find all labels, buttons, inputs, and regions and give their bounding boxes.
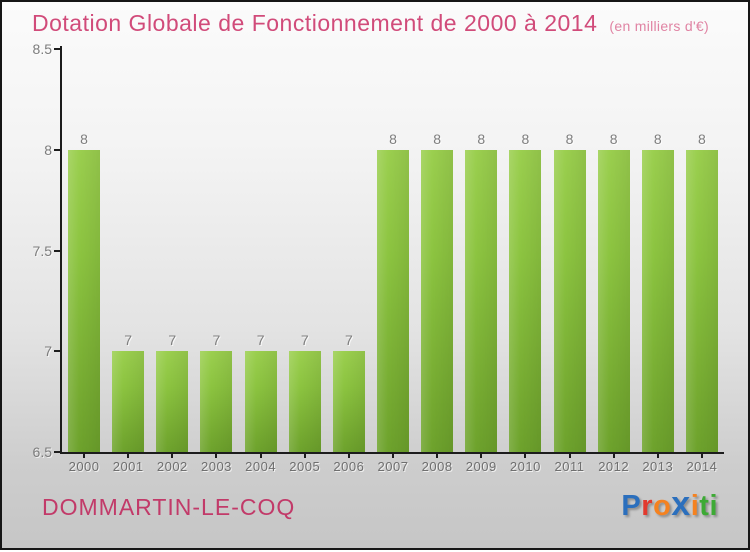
x-axis-tick-label: 2005: [289, 459, 321, 474]
bar-value-label: 7: [168, 332, 177, 349]
x-axis-tick-label: 2002: [156, 459, 188, 474]
x-axis-tick-label: 2003: [200, 459, 232, 474]
x-axis-tick: [392, 452, 394, 458]
bar-2000: [68, 149, 101, 452]
x-axis-tick-label: 2007: [377, 459, 409, 474]
x-axis-tick: [612, 452, 615, 458]
bar-value-label: 7: [212, 332, 221, 349]
logo-letter: i: [690, 490, 700, 522]
bar-value-label: 7: [124, 332, 133, 349]
bar-2001: [112, 351, 145, 452]
chart-header: Dotation Globale de Fonctionnement de 20…: [32, 10, 709, 37]
bar-value-label: 7: [256, 332, 265, 349]
y-axis-tick-label: 8.5: [32, 41, 52, 57]
x-axis-tick: [656, 452, 659, 458]
y-axis-tick: [54, 148, 60, 151]
y-axis-tick-label: 7.5: [32, 242, 52, 259]
x-axis-tick: [524, 452, 527, 458]
y-axis-tick: [54, 451, 60, 453]
chart-footer: DOMMARTIN-LE-COQ Proxiti: [42, 485, 718, 523]
proxiti-logo: Proxiti: [621, 485, 718, 523]
x-axis-tick-label: 2012: [598, 459, 630, 474]
x-axis-tick: [568, 452, 571, 458]
x-axis-tick: [215, 452, 218, 458]
x-axis-tick: [83, 452, 86, 458]
bar-2010: [509, 149, 542, 452]
x-axis-tick-label: 2006: [333, 459, 365, 474]
chart-title: Dotation Globale de Fonctionnement de 20…: [32, 10, 598, 36]
y-axis-tick-label: 8: [44, 141, 52, 158]
bar-value-label: 8: [433, 130, 442, 147]
x-axis-tick: [127, 452, 130, 458]
x-axis-tick: [480, 452, 483, 458]
bar-value-label: 8: [521, 130, 530, 147]
y-axis-tick: [54, 350, 60, 353]
bar-2008: [421, 149, 454, 452]
bar-2007: [377, 149, 409, 452]
bar-2003: [200, 351, 233, 452]
chart-subtitle: (en milliers d'€): [609, 18, 709, 34]
logo-letter: t: [699, 490, 710, 522]
logo-letter: r: [641, 490, 654, 522]
bar-value-label: 8: [653, 130, 662, 147]
commune-name: DOMMARTIN-LE-COQ: [42, 494, 296, 520]
bar-value-label: 8: [698, 130, 706, 147]
y-axis-line: [60, 46, 62, 454]
bar-value-label: 7: [300, 332, 309, 349]
y-axis-tick: [54, 48, 60, 50]
bar-2002: [156, 351, 189, 452]
bar-value-label: 8: [477, 130, 486, 147]
bar-value-label: 7: [344, 332, 353, 349]
bar-2012: [597, 149, 630, 452]
x-axis-tick-label: 2013: [642, 459, 674, 474]
x-axis-tick-label: 2014: [686, 459, 718, 474]
x-axis-tick: [303, 452, 306, 458]
bar-value-label: 8: [565, 130, 574, 147]
x-axis-tick-label: 2004: [245, 459, 277, 474]
bar-2014: [685, 149, 718, 452]
bar-2013: [641, 149, 674, 452]
x-axis-tick: [700, 452, 703, 458]
bar-2004: [244, 351, 277, 452]
bar-2005: [288, 351, 321, 452]
bar-value-label: 8: [609, 130, 618, 147]
x-axis-tick-label: 2001: [112, 459, 144, 474]
bar-value-label: 8: [389, 130, 397, 147]
x-axis-tick-label: 2011: [554, 459, 585, 474]
logo-letter: i: [709, 490, 718, 522]
logo-letter: o: [653, 490, 672, 522]
x-axis-tick: [436, 452, 439, 458]
logo-letter: P: [621, 490, 642, 522]
bar-2011: [553, 149, 586, 452]
y-axis-tick: [54, 249, 60, 252]
x-axis-tick: [171, 452, 174, 458]
y-axis-tick-label: 7: [44, 343, 52, 360]
x-axis-tick-label: 2000: [68, 459, 100, 474]
x-axis-tick-label: 2009: [465, 459, 497, 474]
bar-2009: [465, 149, 498, 452]
bar-value-label: 8: [80, 130, 88, 147]
x-axis-tick: [259, 452, 262, 458]
bar-2006: [332, 351, 365, 452]
y-axis-tick-label: 6.5: [32, 444, 52, 460]
x-axis-tick-label: 2008: [421, 459, 453, 474]
x-axis-tick-label: 2010: [509, 459, 541, 474]
x-axis-tick: [347, 452, 350, 458]
